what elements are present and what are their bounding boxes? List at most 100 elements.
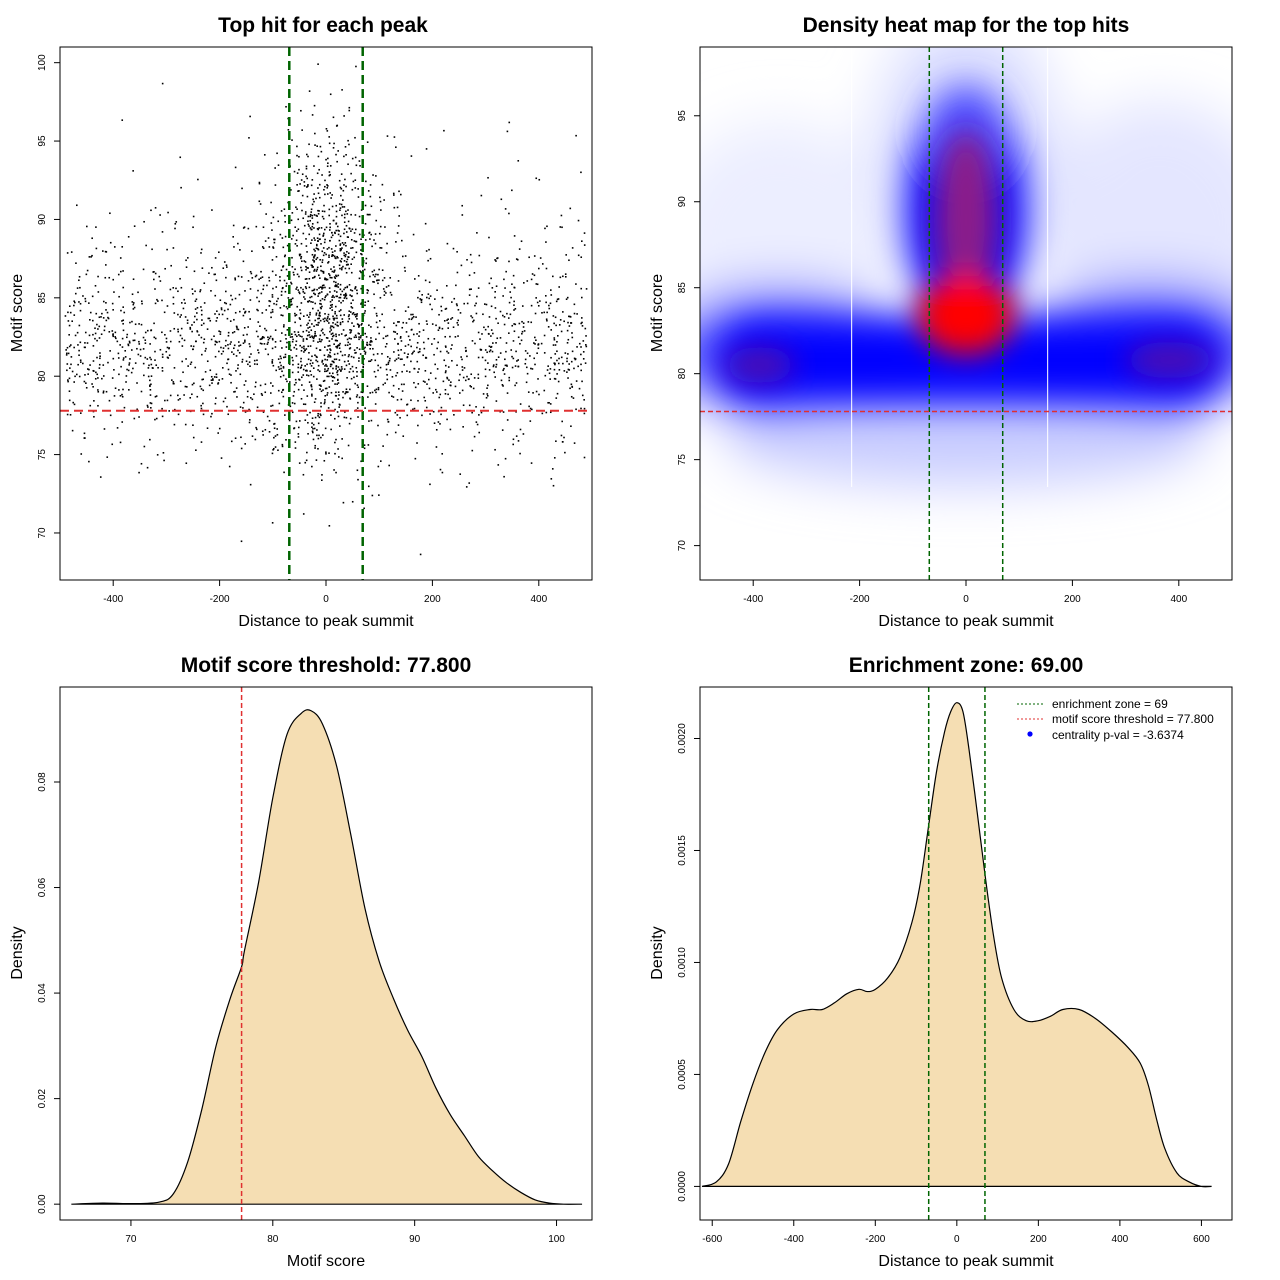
scatter-point [338,203,341,205]
scatter-point [89,364,91,366]
scatter-point [201,267,204,269]
scatter-point [66,352,68,355]
scatter-point [180,286,183,289]
scatter-point [342,391,344,393]
scatter-point [257,351,260,354]
scatter-point [247,280,250,282]
scatter-point [292,271,295,274]
scatter-point [281,370,283,373]
scatter-point [280,290,283,293]
scatter-point [541,311,543,314]
scatter-point [327,157,329,160]
scatter-point [357,401,359,404]
scatter-point [140,390,143,393]
scatter-point [196,318,198,321]
scatter-point [364,239,367,241]
scatter-point [484,349,487,351]
scatter-point [405,322,408,324]
scatter-point [336,346,338,349]
scatter-point [447,366,450,368]
scatter-point [449,428,452,431]
scatter-point [367,485,370,488]
scatter-point [353,232,356,234]
scatter-point [503,475,505,478]
scatter-point [328,254,330,257]
scatter-point [487,362,489,364]
scatter-point [411,353,413,355]
scatter-point [373,293,375,296]
scatter-point [543,389,546,392]
scatter-point [192,345,195,348]
scatter-point [190,361,193,364]
scatter-point [199,385,202,388]
scatter-point [265,213,267,215]
scatter-point [263,343,266,345]
scatter-point [189,363,192,365]
scatter-point [82,295,84,297]
scatter-point [309,311,311,314]
scatter-point [555,324,557,327]
scatter-point [215,397,217,399]
scatter-point [257,309,259,312]
scatter-point [351,157,354,160]
scatter-point [440,305,442,308]
scatter-point [476,232,478,234]
scatter-point [237,242,239,245]
scatter-point [462,404,465,407]
scatter-point [314,319,317,322]
scatter-point [68,377,71,380]
scatter-point [450,381,452,383]
scatter-point [326,278,329,281]
scatter-point [311,395,313,397]
scatter-point [239,344,242,347]
scatter-point [333,290,336,292]
scatter-point [316,266,319,269]
scatter-point [83,380,86,383]
scatter-point [234,166,237,169]
scatter-point [309,370,312,372]
y-tick-label: 85 [677,282,688,294]
scatter-point [230,374,232,376]
scatter-point [550,289,552,291]
scatter-point [233,347,235,350]
scatter-point [296,184,298,186]
scatter-point [439,350,442,353]
scatter-point [234,437,237,440]
scatter-point [372,353,375,356]
scatter-point [253,363,256,365]
scatter-point [566,329,569,332]
scatter-point [321,250,324,253]
scatter-point [319,299,322,302]
scatter-point [262,288,264,291]
scatter-point [332,326,335,329]
scatter-point [475,406,477,408]
scatter-point [529,420,532,422]
scatter-point [256,359,258,362]
scatter-point [298,275,300,278]
scatter-point [222,267,225,269]
scatter-point [435,446,438,448]
scatter-point [282,395,285,398]
scatter-point [387,363,390,365]
scatter-point [353,240,356,242]
distance-density-x-axis: -600 -400 -200 0 200 400 600 [702,1220,1210,1245]
scatter-point [297,228,300,231]
scatter-point [272,247,275,249]
scatter-point [393,322,395,325]
scatter-point [306,195,309,198]
y-tick-label: 0.02 [37,1088,48,1108]
scatter-point [240,276,243,278]
scatter-point [342,396,344,399]
scatter-point [183,298,186,301]
scatter-point [161,299,163,302]
scatter-point [309,215,312,218]
scatter-point [301,129,303,131]
scatter-point [476,423,479,426]
scatter-point [537,304,540,307]
scatter-point [231,351,233,353]
scatter-point [376,315,378,317]
scatter-point [180,327,183,330]
scatter-point [177,330,180,333]
scatter-point [280,367,282,370]
scatter-point [466,355,468,358]
